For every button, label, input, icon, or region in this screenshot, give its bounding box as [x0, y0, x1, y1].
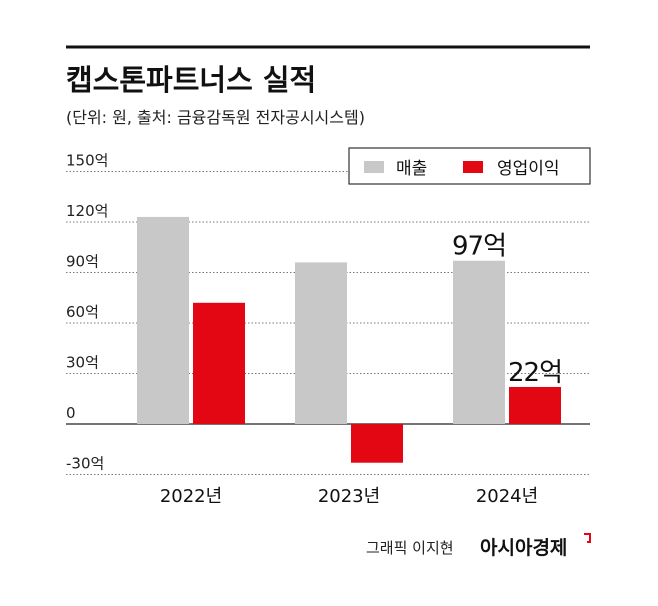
designer-credit: 그래픽 이지현 — [366, 539, 454, 557]
y-tick-label: -30억 — [66, 455, 104, 473]
bar-sales — [453, 260, 505, 424]
bar-operating-profit — [351, 424, 403, 463]
y-tick-label: 60억 — [66, 303, 99, 321]
y-tick-label: 150억 — [66, 152, 108, 170]
legend-swatch-sales — [364, 161, 384, 173]
bar-sales — [295, 262, 347, 424]
y-tick-label: 30억 — [66, 354, 99, 372]
legend-label-operating-profit: 영업이익 — [497, 159, 560, 179]
legend-swatch-operating-profit — [463, 161, 483, 173]
chart-title: 캡스톤파트너스 실적 — [66, 63, 316, 97]
legend: 매출 영업이익 — [348, 147, 591, 185]
bar-sales — [137, 216, 189, 424]
legend-label-sales: 매출 — [396, 159, 427, 179]
y-tick-label: 120억 — [66, 202, 108, 220]
data-label: 97억 — [452, 232, 506, 262]
data-label: 22억 — [508, 358, 562, 388]
bar-operating-profit — [193, 302, 245, 424]
y-tick-label: 0 — [66, 404, 76, 422]
chart-subtitle: (단위: 원, 출처: 금융감독원 전자공시시스템) — [66, 108, 365, 127]
brand-mark-icon — [584, 533, 591, 543]
y-tick-label: 90억 — [66, 253, 99, 271]
x-tick-label: 2023년 — [318, 486, 380, 507]
x-tick-label: 2022년 — [160, 486, 222, 507]
bar-operating-profit — [509, 386, 561, 424]
brand-logo: 아시아경제 — [480, 537, 567, 559]
x-tick-label: 2024년 — [476, 486, 538, 507]
